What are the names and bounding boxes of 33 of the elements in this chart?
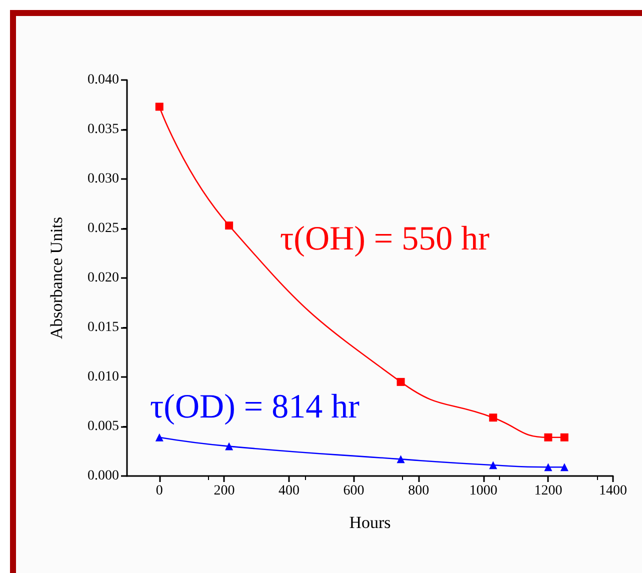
annotation: τ(OH) = 550 hr [280, 220, 490, 258]
x-tick-label: 400 [278, 484, 300, 498]
x-tick-label: 1200 [534, 484, 562, 498]
y-tick-label: 0.020 [88, 270, 119, 286]
annotation: τ(OD) = 814 hr [150, 388, 360, 426]
point [396, 455, 405, 464]
x-axis-title: Hours [349, 513, 391, 532]
y-tick-label: 0.000 [88, 468, 119, 484]
point [225, 442, 234, 450]
y-tick-label: 0.005 [88, 419, 119, 434]
x-tick-label: 200 [214, 484, 235, 498]
y-tick-label: 0.040 [88, 72, 119, 88]
x-tick-label: 1400 [599, 484, 627, 498]
y-tick-label: 0.035 [88, 122, 119, 137]
x-tick-label: 1000 [469, 484, 498, 498]
point [544, 433, 552, 442]
point [225, 222, 234, 230]
y-tick-label: 0.030 [88, 172, 119, 186]
point [489, 414, 498, 422]
x-tick-label: 600 [343, 484, 364, 498]
x-tick-label: 0 [156, 484, 163, 498]
point [560, 463, 568, 472]
point [544, 463, 552, 472]
y-tick-label: 0.015 [88, 320, 119, 335]
y-tick-label: 0.025 [88, 221, 119, 236]
point [489, 461, 498, 470]
x-tick-label: 800 [408, 484, 430, 498]
y-axis-title: Absorbance Units [47, 216, 66, 340]
point [155, 433, 164, 442]
point [560, 433, 568, 442]
point [396, 378, 405, 386]
y-tick-label: 0.010 [88, 370, 119, 384]
point [155, 102, 164, 111]
